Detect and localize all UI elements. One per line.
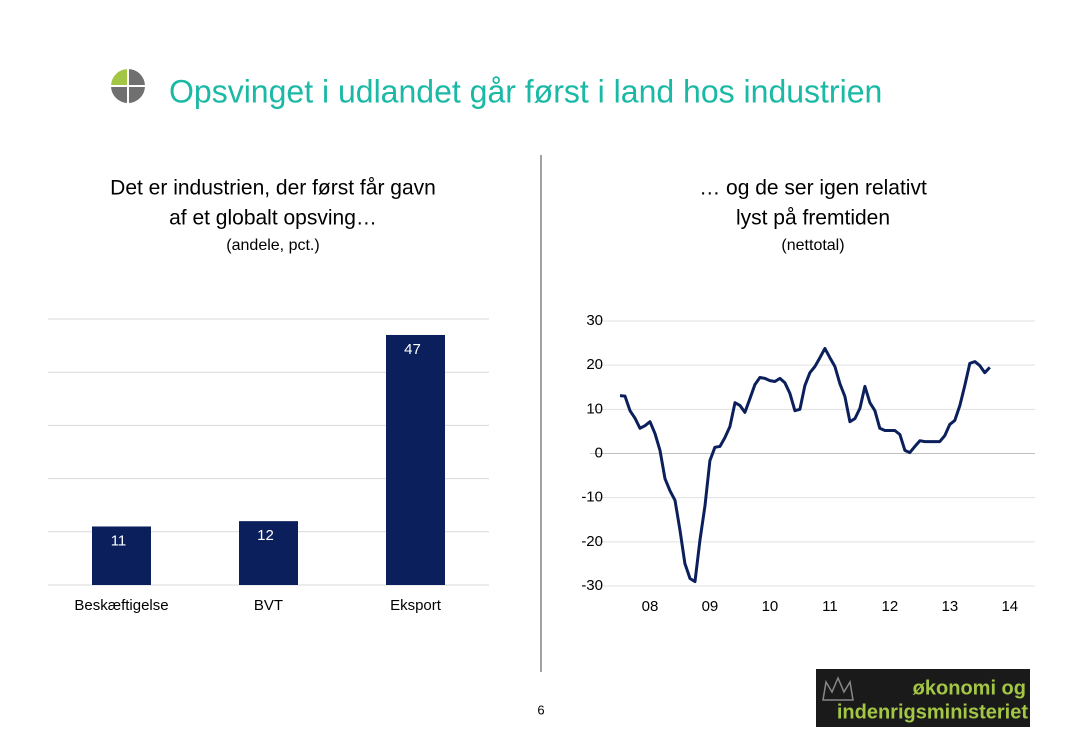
y-tick-label: 0 xyxy=(595,444,603,461)
x-tick-label: 09 xyxy=(702,598,719,615)
x-tick-label: BVT xyxy=(254,597,283,614)
chart-title: Det er industrien, der først får gavn xyxy=(110,177,436,200)
x-tick-label: Eksport xyxy=(390,597,442,614)
x-tick-label: Beskæftigelse xyxy=(74,597,168,614)
chart-subtitle: (nettotal) xyxy=(781,237,844,254)
y-tick-label: 20 xyxy=(586,356,603,373)
chart-title: lyst på fremtiden xyxy=(736,207,890,230)
value-label: 47 xyxy=(404,341,421,358)
x-tick-label: 13 xyxy=(941,598,958,615)
chart-title: af et globalt opsving… xyxy=(169,207,377,230)
y-tick-label: 30 xyxy=(586,312,603,329)
bar xyxy=(92,526,151,585)
y-tick-label: 10 xyxy=(586,400,603,417)
x-tick-label: 12 xyxy=(882,598,899,615)
x-tick-label: 08 xyxy=(642,598,659,615)
line-series xyxy=(619,346,991,584)
bar xyxy=(386,334,445,585)
x-tick-label: 11 xyxy=(822,598,838,615)
y-tick-label: -10 xyxy=(581,489,603,506)
logo-text: indenrigsministeriet xyxy=(837,701,1028,723)
y-tick-label: -30 xyxy=(581,577,603,594)
slide-title: Opsvinget i udlandet går først i land ho… xyxy=(169,73,882,109)
title-icon xyxy=(111,69,145,103)
value-label: 11 xyxy=(111,532,127,549)
page-number: 6 xyxy=(537,702,544,717)
chart-title: … og de ser igen relativt xyxy=(699,177,927,200)
y-tick-label: -20 xyxy=(581,533,603,550)
bar xyxy=(239,521,298,585)
logo: økonomi og indenrigsministeriet xyxy=(816,669,1030,727)
x-tick-label: 14 xyxy=(1001,598,1018,615)
logo-text: økonomi og xyxy=(913,677,1026,699)
value-label: 12 xyxy=(257,527,274,544)
x-tick-label: 10 xyxy=(762,598,779,615)
chart-subtitle: (andele, pct.) xyxy=(226,237,319,254)
